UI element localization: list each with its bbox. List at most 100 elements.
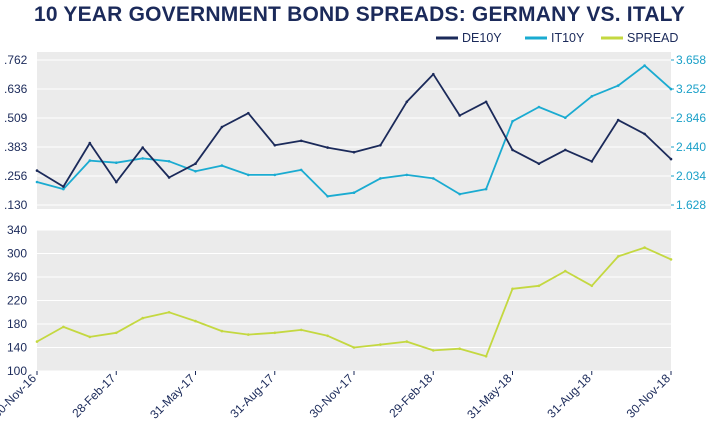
de10y-point xyxy=(484,100,488,104)
spread-point xyxy=(167,311,171,314)
top-right-tick-label: 3.252 xyxy=(676,82,706,96)
spread-point xyxy=(62,325,65,329)
bottom-left-tick-label: 180 xyxy=(7,317,27,331)
spread-point xyxy=(352,346,356,349)
top-right-tick-label: 2.846 xyxy=(676,111,706,125)
x-tick-label: 30-Nov-17 xyxy=(307,371,357,421)
de10y-point xyxy=(141,146,144,149)
x-axis: 30-Nov-16 28-Feb-17 31-May-17 31-Aug-17 30-N… xyxy=(0,371,673,422)
top-left-axis: .130 .256 .383 .509 .636 .762 xyxy=(4,53,28,212)
spread-point xyxy=(511,287,514,291)
de10y-point xyxy=(35,169,39,172)
it10y-point xyxy=(379,177,382,180)
legend-label-it10y: IT10Y xyxy=(551,31,585,45)
spread-point xyxy=(220,329,224,333)
x-tick-label: 28-Feb-17 xyxy=(69,371,118,420)
bottom-left-tick-label: 300 xyxy=(7,247,27,261)
top-right-tick-label: 3.658 xyxy=(676,53,706,67)
spread-point xyxy=(590,284,594,288)
top-right-tick-label: 2.440 xyxy=(676,140,706,154)
legend: DE10Y IT10Y SPREAD xyxy=(436,31,678,45)
top-panel-bg xyxy=(37,52,671,209)
x-tick-label: 31-May-18 xyxy=(464,371,515,422)
legend-label-spread: SPREAD xyxy=(627,31,678,45)
de10y-series xyxy=(35,72,673,188)
de10y-point xyxy=(379,144,382,147)
spread-point xyxy=(458,347,462,351)
top-right-tick-label: 1.628 xyxy=(676,198,706,212)
de10y-point xyxy=(537,162,541,165)
spread-point xyxy=(299,328,303,332)
it10y-point xyxy=(432,177,435,180)
it10y-point xyxy=(590,95,594,98)
it10y-point xyxy=(405,173,409,177)
spread-point xyxy=(88,335,92,339)
de10y-point xyxy=(62,185,65,188)
de10y-point xyxy=(299,139,303,143)
it10y-point xyxy=(484,187,488,191)
top-left-tick-label: .130 xyxy=(4,198,28,212)
it10y-point xyxy=(115,161,118,164)
bottom-left-tick-label: 220 xyxy=(7,294,27,308)
de10y-point xyxy=(590,160,594,163)
de10y-point xyxy=(616,118,620,122)
de10y-point xyxy=(115,180,118,184)
top-right-tick-label: 2.034 xyxy=(676,169,706,183)
top-right-axis: 1.628 2.034 2.440 2.846 3.252 3.658 xyxy=(671,53,706,212)
it10y-series xyxy=(35,64,673,198)
it10y-point xyxy=(167,160,171,163)
bottom-left-tick-label: 260 xyxy=(7,270,27,284)
spread-point xyxy=(484,355,488,358)
spread-point xyxy=(115,331,118,335)
de10y-point xyxy=(669,157,673,161)
spread-point xyxy=(669,258,673,261)
de10y-point xyxy=(352,150,356,154)
spread-point xyxy=(273,331,277,335)
x-tick-label: 29-Feb-18 xyxy=(386,371,435,420)
de10y-point xyxy=(643,132,646,136)
de10y-point xyxy=(511,148,514,152)
de10y-point xyxy=(220,125,224,129)
spread-point xyxy=(432,349,435,352)
it10y-point xyxy=(669,87,673,91)
spread-point xyxy=(405,340,409,343)
top-left-tick-label: .383 xyxy=(4,140,28,154)
de10y-point xyxy=(326,146,329,149)
de10y-point xyxy=(247,111,250,115)
it10y-point xyxy=(62,187,65,191)
x-tick-label: 31-May-17 xyxy=(147,371,198,422)
series-lines xyxy=(35,64,673,358)
spread-point xyxy=(379,343,382,346)
it10y-point xyxy=(273,173,277,177)
legend-label-de10y: DE10Y xyxy=(462,31,502,45)
it10y-point xyxy=(564,116,567,119)
top-left-tick-label: .256 xyxy=(4,169,28,183)
bottom-left-tick-label: 140 xyxy=(7,341,27,355)
de10y-point xyxy=(88,141,92,145)
spread-point xyxy=(564,269,567,273)
it10y-point xyxy=(247,173,250,177)
de10y-point xyxy=(194,162,197,165)
x-tick-label: 30-Nov-18 xyxy=(624,371,674,421)
spread-point xyxy=(326,334,329,338)
spread-point xyxy=(141,316,144,320)
de10y-point xyxy=(432,72,435,76)
it10y-point xyxy=(458,192,462,196)
x-tick-label: 31-Aug-18 xyxy=(544,371,594,421)
it10y-point xyxy=(537,105,541,109)
spread-point xyxy=(616,255,620,258)
spread-point xyxy=(194,319,197,323)
spread-point xyxy=(643,246,646,249)
top-left-tick-label: .762 xyxy=(4,53,28,67)
top-left-tick-label: .509 xyxy=(4,111,28,125)
it10y-point xyxy=(299,168,303,172)
spread-series xyxy=(35,246,673,358)
it10y-point xyxy=(194,170,197,173)
spread-point xyxy=(35,340,39,343)
x-tick-label: 30-Nov-16 xyxy=(0,371,39,421)
it10y-point xyxy=(616,84,620,87)
it10y-point xyxy=(326,195,329,198)
de10y-point xyxy=(564,148,567,152)
it10y-point xyxy=(35,180,39,184)
